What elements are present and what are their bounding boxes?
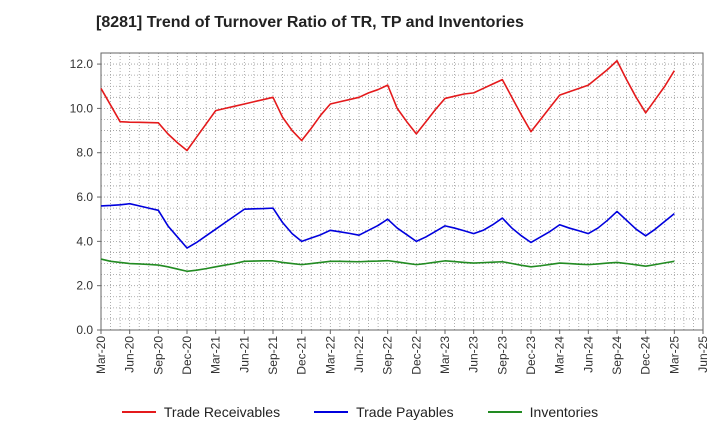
x-tick-label: Jun-21: [237, 336, 251, 373]
x-tick-label: Dec-24: [639, 336, 653, 375]
x-tick-label: Sep-20: [151, 336, 165, 375]
plot-area: [101, 53, 703, 330]
legend-swatch-trade-receivables: [121, 411, 156, 413]
x-tick-label: Jun-22: [352, 336, 366, 373]
x-tick-label: Jun-20: [123, 336, 137, 373]
x-tick-label: Sep-24: [610, 336, 624, 375]
y-tick-label: 8.0: [76, 146, 93, 160]
y-tick-label: 2.0: [76, 279, 93, 293]
y-tick-label: 10.0: [70, 101, 94, 115]
x-tick-label: Mar-21: [209, 336, 223, 374]
x-tick-label: Dec-22: [409, 336, 423, 375]
legend-label-trade-receivables: Trade Receivables: [163, 404, 281, 420]
legend-item-trade-receivables: Trade Receivables: [121, 404, 281, 420]
x-tick-label: Mar-24: [553, 336, 567, 374]
plot-frame: [100, 52, 704, 331]
x-tick-label: Dec-23: [524, 336, 538, 375]
series-line-trade-receivables: [100, 59, 676, 152]
series-line-inventories: [100, 258, 675, 273]
legend-swatch-inventories: [487, 411, 522, 413]
x-tick-label: Mar-25: [667, 336, 681, 374]
chart-title: [8281] Trend of Turnover Ratio of TR, TP…: [96, 14, 524, 31]
y-tick-label: 6.0: [76, 190, 93, 204]
x-tick-label: Dec-21: [295, 336, 309, 375]
legend-label-trade-payables: Trade Payables: [356, 404, 454, 420]
legend-label-inventories: Inventories: [529, 404, 599, 420]
x-tick-label: Dec-20: [180, 336, 194, 375]
x-tick-label: Mar-22: [323, 336, 337, 374]
x-tick-label: Mar-20: [94, 336, 108, 374]
y-tick-label: 0.0: [76, 323, 93, 337]
legend-item-inventories: Inventories: [487, 404, 599, 420]
legend-swatch-trade-payables: [314, 411, 349, 413]
x-tick-label: Sep-22: [381, 336, 395, 375]
x-tick-label: Mar-23: [438, 336, 452, 374]
legend-item-trade-payables: Trade Payables: [314, 404, 454, 420]
x-tick-label: Sep-21: [266, 336, 280, 375]
x-tick-label: Jun-23: [467, 336, 481, 373]
x-tick-label: Jun-25: [696, 336, 710, 373]
chart-legend: Trade Receivables Trade Payables Invento…: [0, 404, 720, 420]
x-tick-label: Sep-23: [495, 336, 509, 375]
y-tick-label: 12.0: [70, 57, 94, 71]
x-tick-label: Jun-24: [581, 336, 595, 373]
series-line-trade-payables: [100, 202, 675, 249]
y-tick-label: 4.0: [76, 234, 93, 248]
